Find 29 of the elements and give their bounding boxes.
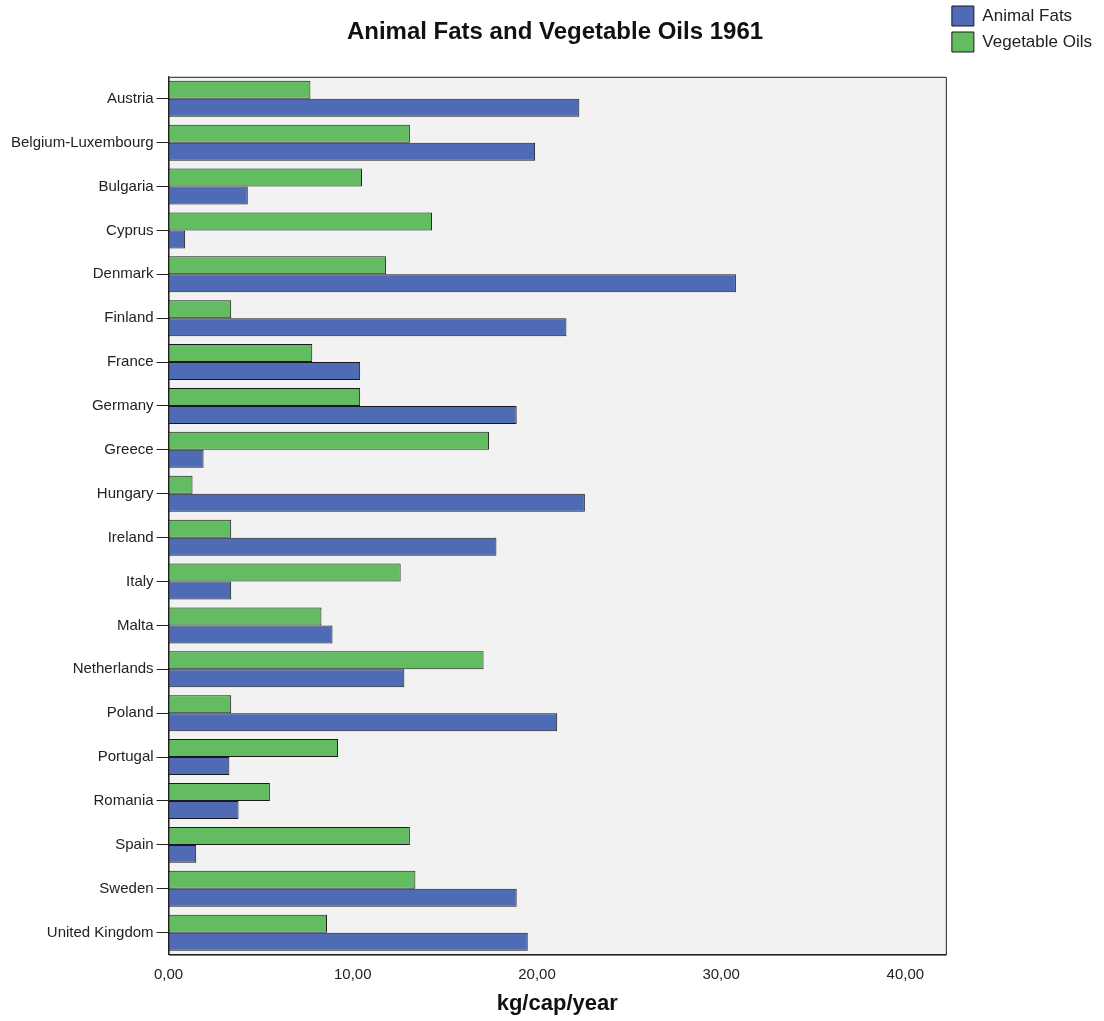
- y-tick-label: Denmark: [92, 264, 155, 282]
- y-tick-label: Finland: [104, 308, 154, 326]
- y-tick-label: Poland: [106, 703, 154, 721]
- x-axis-title: kg/cap/year: [496, 989, 619, 1015]
- y-tick-label: Italy: [126, 571, 155, 589]
- legend-label: Vegetable Oils: [982, 31, 1093, 51]
- y-tick-label: Malta: [116, 615, 155, 633]
- y-tick-label: Austria: [106, 88, 155, 106]
- legend-label: Animal Fats: [982, 5, 1073, 25]
- x-tick-label: 30,00: [702, 964, 740, 982]
- y-tick-label: Spain: [115, 835, 154, 853]
- y-tick-label: Romania: [93, 791, 155, 809]
- y-tick-label: Germany: [91, 396, 155, 414]
- y-tick-label: Bulgaria: [98, 176, 155, 194]
- y-tick-label: Sweden: [99, 878, 154, 896]
- chart-title: Animal Fats and Vegetable Oils 1961: [346, 17, 764, 45]
- y-tick-label: Belgium-Luxembourg: [11, 132, 154, 150]
- x-tick-label: 10,00: [333, 964, 372, 982]
- y-tick-label: Greece: [104, 440, 154, 458]
- y-tick-label: Cyprus: [106, 220, 154, 238]
- y-tick-label: Portugal: [97, 747, 154, 765]
- x-tick-label: 40,00: [886, 964, 925, 982]
- y-tick-label: United Kingdom: [46, 922, 154, 940]
- y-tick-label: France: [106, 352, 154, 370]
- x-tick-label: 0,00: [153, 964, 184, 982]
- x-tick-label: 20,00: [518, 964, 556, 982]
- y-tick-label: Hungary: [96, 483, 155, 501]
- y-tick-label: Netherlands: [72, 659, 154, 677]
- y-tick-label: Ireland: [107, 527, 154, 545]
